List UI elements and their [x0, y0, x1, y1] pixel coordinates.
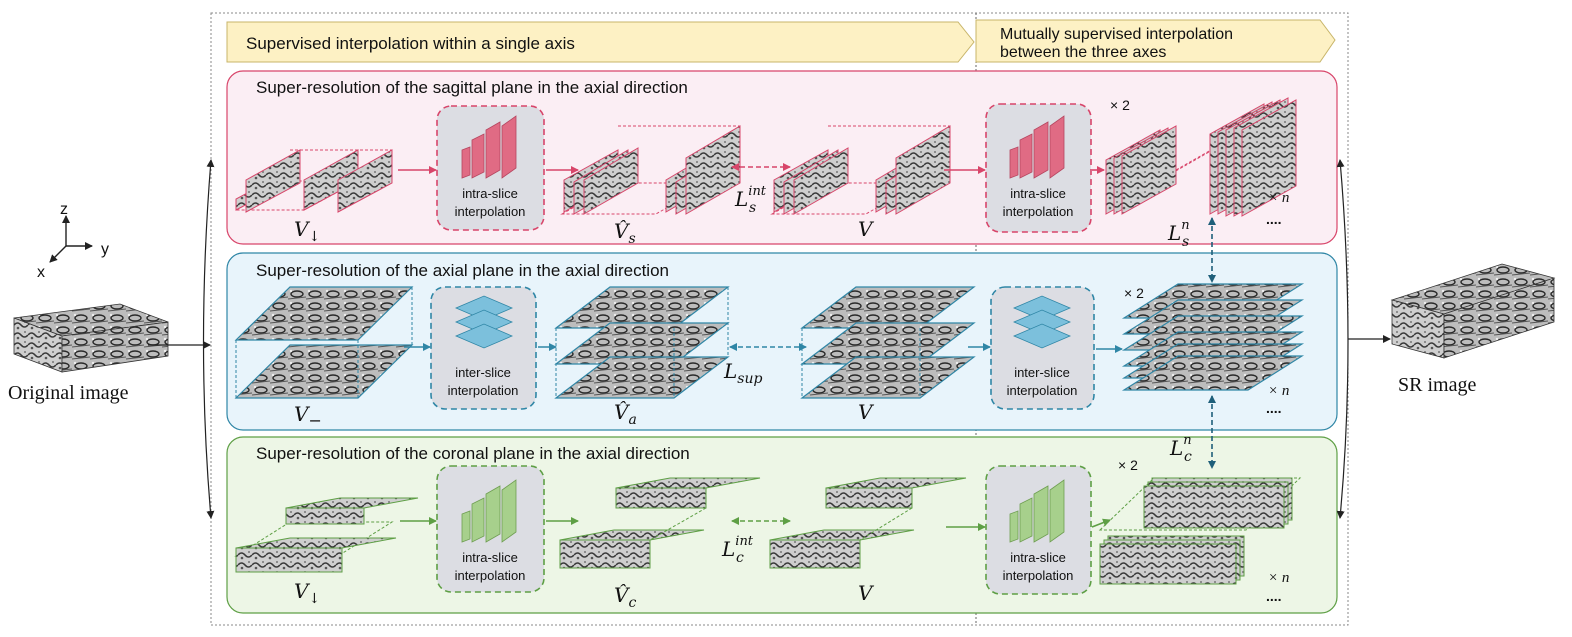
sagittal-module-2-line1: intra-slice — [1010, 186, 1066, 201]
coronal-module-1-line1: intra-slice — [462, 550, 518, 565]
sr-image-label: SR image — [1398, 374, 1476, 396]
coronal-row-title: Super-resolution of the coronal plane in… — [256, 444, 690, 463]
sagittal-gt-volume — [770, 125, 951, 215]
coronal-module-2-line2: interpolation — [1003, 568, 1074, 583]
sagittal-loss-symbol: Lint — [734, 184, 767, 211]
coronal-pred-volume — [559, 477, 761, 569]
original-image-label: Original image — [8, 382, 129, 404]
sagittal-dots: .... — [1266, 211, 1282, 227]
axial-layers-icon-2 — [1012, 295, 1072, 349]
axial-row-title: Super-resolution of the axial plane in t… — [256, 261, 669, 280]
sagittal-input-symbol: V↓ — [294, 217, 320, 245]
coronal-module-1: intra-slice interpolation — [436, 465, 545, 593]
axis-glyph — [49, 215, 93, 263]
header-banner-right — [975, 19, 1336, 63]
axial-module-2-line2: interpolation — [1007, 383, 1078, 398]
coronal-loss-symbol: Lint — [721, 534, 754, 561]
axial-module-1-line1: inter-slice — [455, 365, 511, 380]
sagittal-out-loss-sub: s — [1182, 234, 1189, 250]
sagittal-times2: × 2 — [1110, 97, 1130, 113]
header-banner-right-line2: between the three axes — [1000, 44, 1166, 61]
axial-layers-icon-1 — [454, 295, 514, 349]
coronal-gt-symbol: V — [858, 581, 875, 605]
axis-x-label: x — [37, 264, 45, 281]
sagittal-row-title: Super-resolution of the sagittal plane i… — [256, 78, 688, 97]
axial-module-1: inter-slice interpolation — [430, 286, 537, 410]
coronal-module-2-line1: intra-slice — [1010, 550, 1066, 565]
axial-module-1-line2: interpolation — [448, 383, 519, 398]
sagittal-cnn-icon-2 — [1009, 115, 1065, 179]
sagittal-loss-sub: s — [749, 200, 756, 216]
sagittal-module-1-line2: interpolation — [455, 204, 526, 219]
axial-timesn: × n — [1268, 383, 1289, 399]
sr-image-volume — [1390, 263, 1556, 359]
coronal-output-stack — [1098, 477, 1302, 585]
sagittal-module-1: intra-slice interpolation — [436, 105, 545, 231]
header-banner-left-text: Supervised interpolation within a single… — [246, 34, 575, 53]
coronal-cnn-icon-2 — [1009, 479, 1065, 543]
sagittal-gt-symbol: V — [858, 217, 875, 241]
coronal-gt-volume — [769, 477, 967, 569]
sagittal-pred-symbol: V̂s — [614, 219, 636, 247]
coronal-out-loss-sub: c — [1184, 449, 1192, 465]
sagittal-module-2: intra-slice interpolation — [985, 103, 1092, 233]
axial-output-stack — [1121, 283, 1305, 391]
sagittal-timesn: × n — [1268, 190, 1289, 206]
axial-dots: .... — [1266, 400, 1282, 416]
coronal-dots: .... — [1266, 588, 1282, 604]
sagittal-cnn-icon-1 — [461, 115, 517, 179]
coronal-out-loss: Ln — [1169, 433, 1192, 460]
axial-pred-symbol: V̂a — [614, 400, 637, 428]
header-banner-right-line1: Mutually supervised interpolation — [1000, 26, 1233, 43]
sagittal-output-stack — [1105, 97, 1297, 217]
axial-times2: × 2 — [1124, 285, 1144, 301]
output-branch-curve — [1336, 159, 1349, 519]
coronal-arrow-4 — [1091, 518, 1111, 528]
coronal-module-2: intra-slice interpolation — [985, 465, 1092, 595]
sagittal-module-2-line2: interpolation — [1003, 204, 1074, 219]
axis-z-label: z — [60, 201, 68, 218]
sagittal-input-volume — [235, 149, 393, 213]
axial-input-symbol: V− — [294, 402, 322, 430]
coronal-timesn: × n — [1268, 570, 1289, 586]
coronal-loss-sub: c — [736, 550, 744, 566]
axis-y-label: y — [101, 241, 109, 258]
original-image-volume — [13, 303, 169, 373]
header-banner-left — [226, 21, 975, 63]
coronal-input-symbol: V↓ — [294, 579, 320, 607]
sagittal-pred-volume — [560, 125, 741, 215]
coronal-module-1-line2: interpolation — [455, 568, 526, 583]
axial-gt-volume — [800, 286, 976, 399]
axial-gt-symbol: V — [858, 400, 875, 424]
axial-loss-symbol: Lsup — [723, 359, 762, 387]
coronal-input-volume — [234, 497, 419, 573]
input-branch-curve — [202, 159, 215, 519]
sagittal-out-loss: Ln — [1167, 218, 1190, 245]
axial-pred-volume — [554, 286, 730, 399]
coronal-cnn-icon-1 — [461, 479, 517, 543]
axial-module-2: inter-slice interpolation — [990, 286, 1095, 410]
coronal-times2: × 2 — [1118, 457, 1138, 473]
axial-module-2-line1: inter-slice — [1014, 365, 1070, 380]
axial-input-volume — [234, 286, 414, 399]
sagittal-module-1-line1: intra-slice — [462, 186, 518, 201]
coronal-pred-symbol: V̂c — [614, 583, 636, 611]
